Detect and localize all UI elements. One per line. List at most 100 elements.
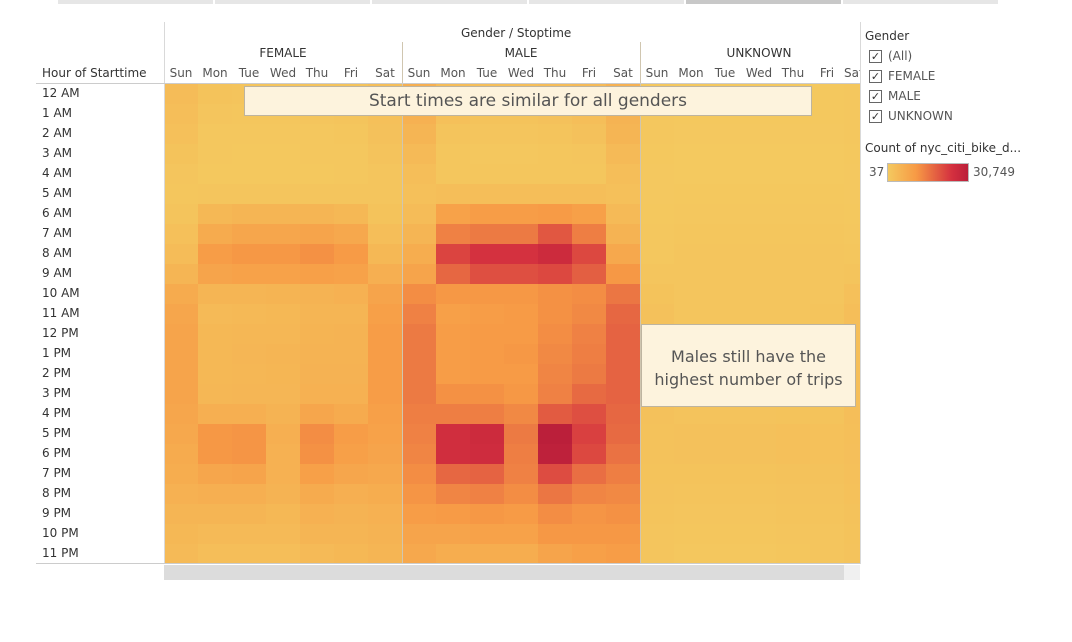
heatmap-cell[interactable] <box>164 104 198 124</box>
heatmap-cell[interactable] <box>776 524 810 544</box>
sheet-tab[interactable] <box>215 0 370 4</box>
heatmap-cell[interactable] <box>402 184 436 204</box>
heatmap-cell[interactable] <box>742 444 776 464</box>
heatmap-cell[interactable] <box>164 384 198 404</box>
heatmap-cell[interactable] <box>640 524 674 544</box>
heatmap-cell[interactable] <box>232 384 266 404</box>
heatmap-cell[interactable] <box>368 284 402 304</box>
heatmap-cell[interactable] <box>674 444 708 464</box>
heatmap-cell[interactable] <box>742 464 776 484</box>
heatmap-cell[interactable] <box>368 504 402 524</box>
heatmap-cell[interactable] <box>640 484 674 504</box>
heatmap-cell[interactable] <box>232 224 266 244</box>
heatmap-cell[interactable] <box>776 144 810 164</box>
heatmap-cell[interactable] <box>572 304 606 324</box>
heatmap-cell[interactable] <box>538 304 572 324</box>
heatmap-cell[interactable] <box>368 544 402 564</box>
heatmap-cell[interactable] <box>504 404 538 424</box>
heatmap-cell[interactable] <box>674 524 708 544</box>
heatmap-cell[interactable] <box>232 144 266 164</box>
heatmap-cell[interactable] <box>810 264 844 284</box>
heatmap-cell[interactable] <box>504 444 538 464</box>
heatmap-cell[interactable] <box>436 204 470 224</box>
heatmap-cell[interactable] <box>232 184 266 204</box>
heatmap-cell[interactable] <box>844 524 860 544</box>
heatmap-cell[interactable] <box>300 524 334 544</box>
heatmap-cell[interactable] <box>334 544 368 564</box>
heatmap-cell[interactable] <box>232 284 266 304</box>
heatmap-cell[interactable] <box>232 264 266 284</box>
heatmap-cell[interactable] <box>572 244 606 264</box>
heatmap-cell[interactable] <box>436 484 470 504</box>
heatmap-cell[interactable] <box>402 364 436 384</box>
heatmap-cell[interactable] <box>470 424 504 444</box>
heatmap-cell[interactable] <box>164 304 198 324</box>
heatmap-cell[interactable] <box>266 544 300 564</box>
heatmap-cell[interactable] <box>198 204 232 224</box>
heatmap-cell[interactable] <box>776 164 810 184</box>
heatmap-cell[interactable] <box>606 384 640 404</box>
heatmap-cell[interactable] <box>300 484 334 504</box>
heatmap-cell[interactable] <box>198 84 232 104</box>
heatmap-cell[interactable] <box>300 424 334 444</box>
heatmap-cell[interactable] <box>368 344 402 364</box>
heatmap-cell[interactable] <box>810 404 844 424</box>
heatmap-cell[interactable] <box>776 424 810 444</box>
heatmap-cell[interactable] <box>334 364 368 384</box>
heatmap-cell[interactable] <box>300 464 334 484</box>
heatmap-cell[interactable] <box>606 444 640 464</box>
heatmap-cell[interactable] <box>334 464 368 484</box>
heatmap-cell[interactable] <box>810 444 844 464</box>
heatmap-cell[interactable] <box>504 424 538 444</box>
heatmap-cell[interactable] <box>436 504 470 524</box>
heatmap-cell[interactable] <box>844 504 860 524</box>
heatmap-cell[interactable] <box>742 184 776 204</box>
heatmap-cell[interactable] <box>164 364 198 384</box>
heatmap-cell[interactable] <box>368 364 402 384</box>
heatmap-cell[interactable] <box>538 364 572 384</box>
heatmap-cell[interactable] <box>742 524 776 544</box>
heatmap-cell[interactable] <box>232 204 266 224</box>
heatmap-cell[interactable] <box>198 144 232 164</box>
heatmap-cell[interactable] <box>606 364 640 384</box>
heatmap-cell[interactable] <box>504 244 538 264</box>
heatmap-cell[interactable] <box>300 284 334 304</box>
heatmap-cell[interactable] <box>708 464 742 484</box>
heatmap-cell[interactable] <box>844 124 860 144</box>
heatmap-cell[interactable] <box>504 144 538 164</box>
heatmap-cell[interactable] <box>776 244 810 264</box>
heatmap-cell[interactable] <box>708 504 742 524</box>
heatmap-cell[interactable] <box>334 404 368 424</box>
heatmap-cell[interactable] <box>640 164 674 184</box>
heatmap-cell[interactable] <box>810 284 844 304</box>
heatmap-cell[interactable] <box>504 124 538 144</box>
heatmap-cell[interactable] <box>266 324 300 344</box>
heatmap-cell[interactable] <box>470 204 504 224</box>
heatmap-cell[interactable] <box>572 544 606 564</box>
heatmap-cell[interactable] <box>198 344 232 364</box>
heatmap-cell[interactable] <box>572 484 606 504</box>
heatmap-cell[interactable] <box>572 264 606 284</box>
heatmap-cell[interactable] <box>640 264 674 284</box>
heatmap-cell[interactable] <box>470 224 504 244</box>
heatmap-cell[interactable] <box>708 144 742 164</box>
heatmap-cell[interactable] <box>334 524 368 544</box>
heatmap-cell[interactable] <box>266 164 300 184</box>
heatmap-cell[interactable] <box>504 304 538 324</box>
heatmap-cell[interactable] <box>572 124 606 144</box>
heatmap-cell[interactable] <box>402 344 436 364</box>
heatmap-cell[interactable] <box>266 184 300 204</box>
heatmap-cell[interactable] <box>640 244 674 264</box>
horizontal-scrollbar-thumb[interactable] <box>164 565 844 580</box>
heatmap-cell[interactable] <box>810 104 844 124</box>
heatmap-cell[interactable] <box>368 384 402 404</box>
heatmap-cell[interactable] <box>810 184 844 204</box>
heatmap-cell[interactable] <box>606 404 640 424</box>
heatmap-cell[interactable] <box>606 264 640 284</box>
heatmap-cell[interactable] <box>606 524 640 544</box>
heatmap-cell[interactable] <box>368 204 402 224</box>
heatmap-cell[interactable] <box>402 164 436 184</box>
heatmap-cell[interactable] <box>572 524 606 544</box>
heatmap-cell[interactable] <box>572 224 606 244</box>
heatmap-cell[interactable] <box>470 164 504 184</box>
